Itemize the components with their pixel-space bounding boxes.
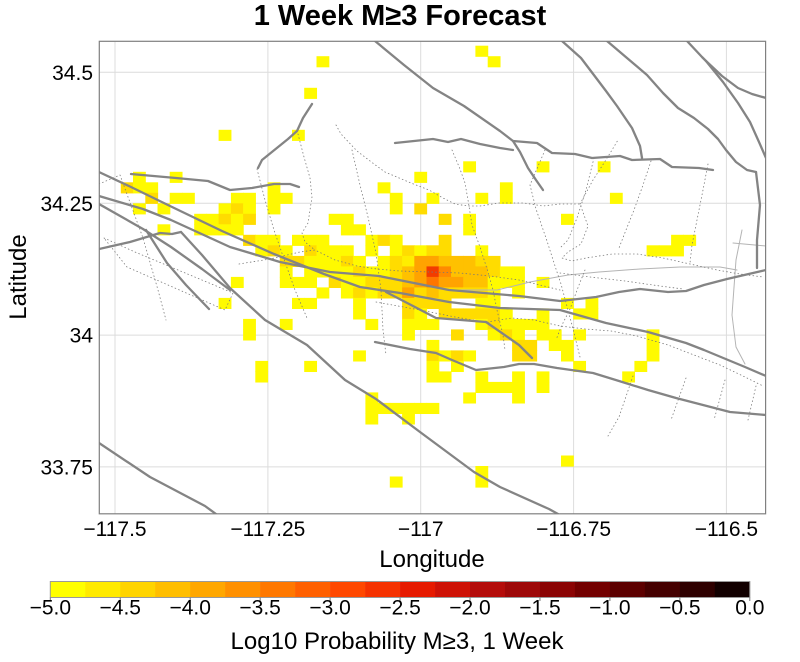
svg-text:−0.5: −0.5	[659, 597, 700, 620]
svg-text:Latitude: Latitude	[5, 234, 32, 319]
svg-text:−4.0: −4.0	[169, 597, 210, 620]
svg-text:34.5: 34.5	[52, 62, 93, 85]
svg-text:1 Week M≥3 Forecast: 1 Week M≥3 Forecast	[254, 0, 547, 32]
svg-text:−4.5: −4.5	[100, 597, 141, 620]
svg-text:−5.0: −5.0	[30, 597, 71, 620]
svg-text:−117: −117	[398, 518, 444, 541]
svg-text:−116.5: −116.5	[695, 518, 758, 541]
svg-text:34: 34	[70, 325, 94, 348]
svg-text:−117.5: −117.5	[83, 518, 146, 541]
svg-text:Longitude: Longitude	[379, 546, 484, 573]
svg-text:−3.5: −3.5	[239, 597, 280, 620]
svg-text:−3.0: −3.0	[309, 597, 350, 620]
svg-text:−2.0: −2.0	[449, 597, 490, 620]
svg-text:−1.5: −1.5	[519, 597, 560, 620]
svg-text:Log10 Probability M≥3, 1 Week: Log10 Probability M≥3, 1 Week	[231, 628, 565, 655]
svg-text:−117.25: −117.25	[230, 518, 305, 541]
svg-text:−2.5: −2.5	[379, 597, 420, 620]
svg-text:34.25: 34.25	[40, 193, 93, 216]
svg-text:33.75: 33.75	[40, 457, 93, 480]
svg-text:0.0: 0.0	[735, 597, 764, 620]
svg-text:−116.75: −116.75	[536, 518, 611, 541]
svg-text:−1.0: −1.0	[589, 597, 630, 620]
